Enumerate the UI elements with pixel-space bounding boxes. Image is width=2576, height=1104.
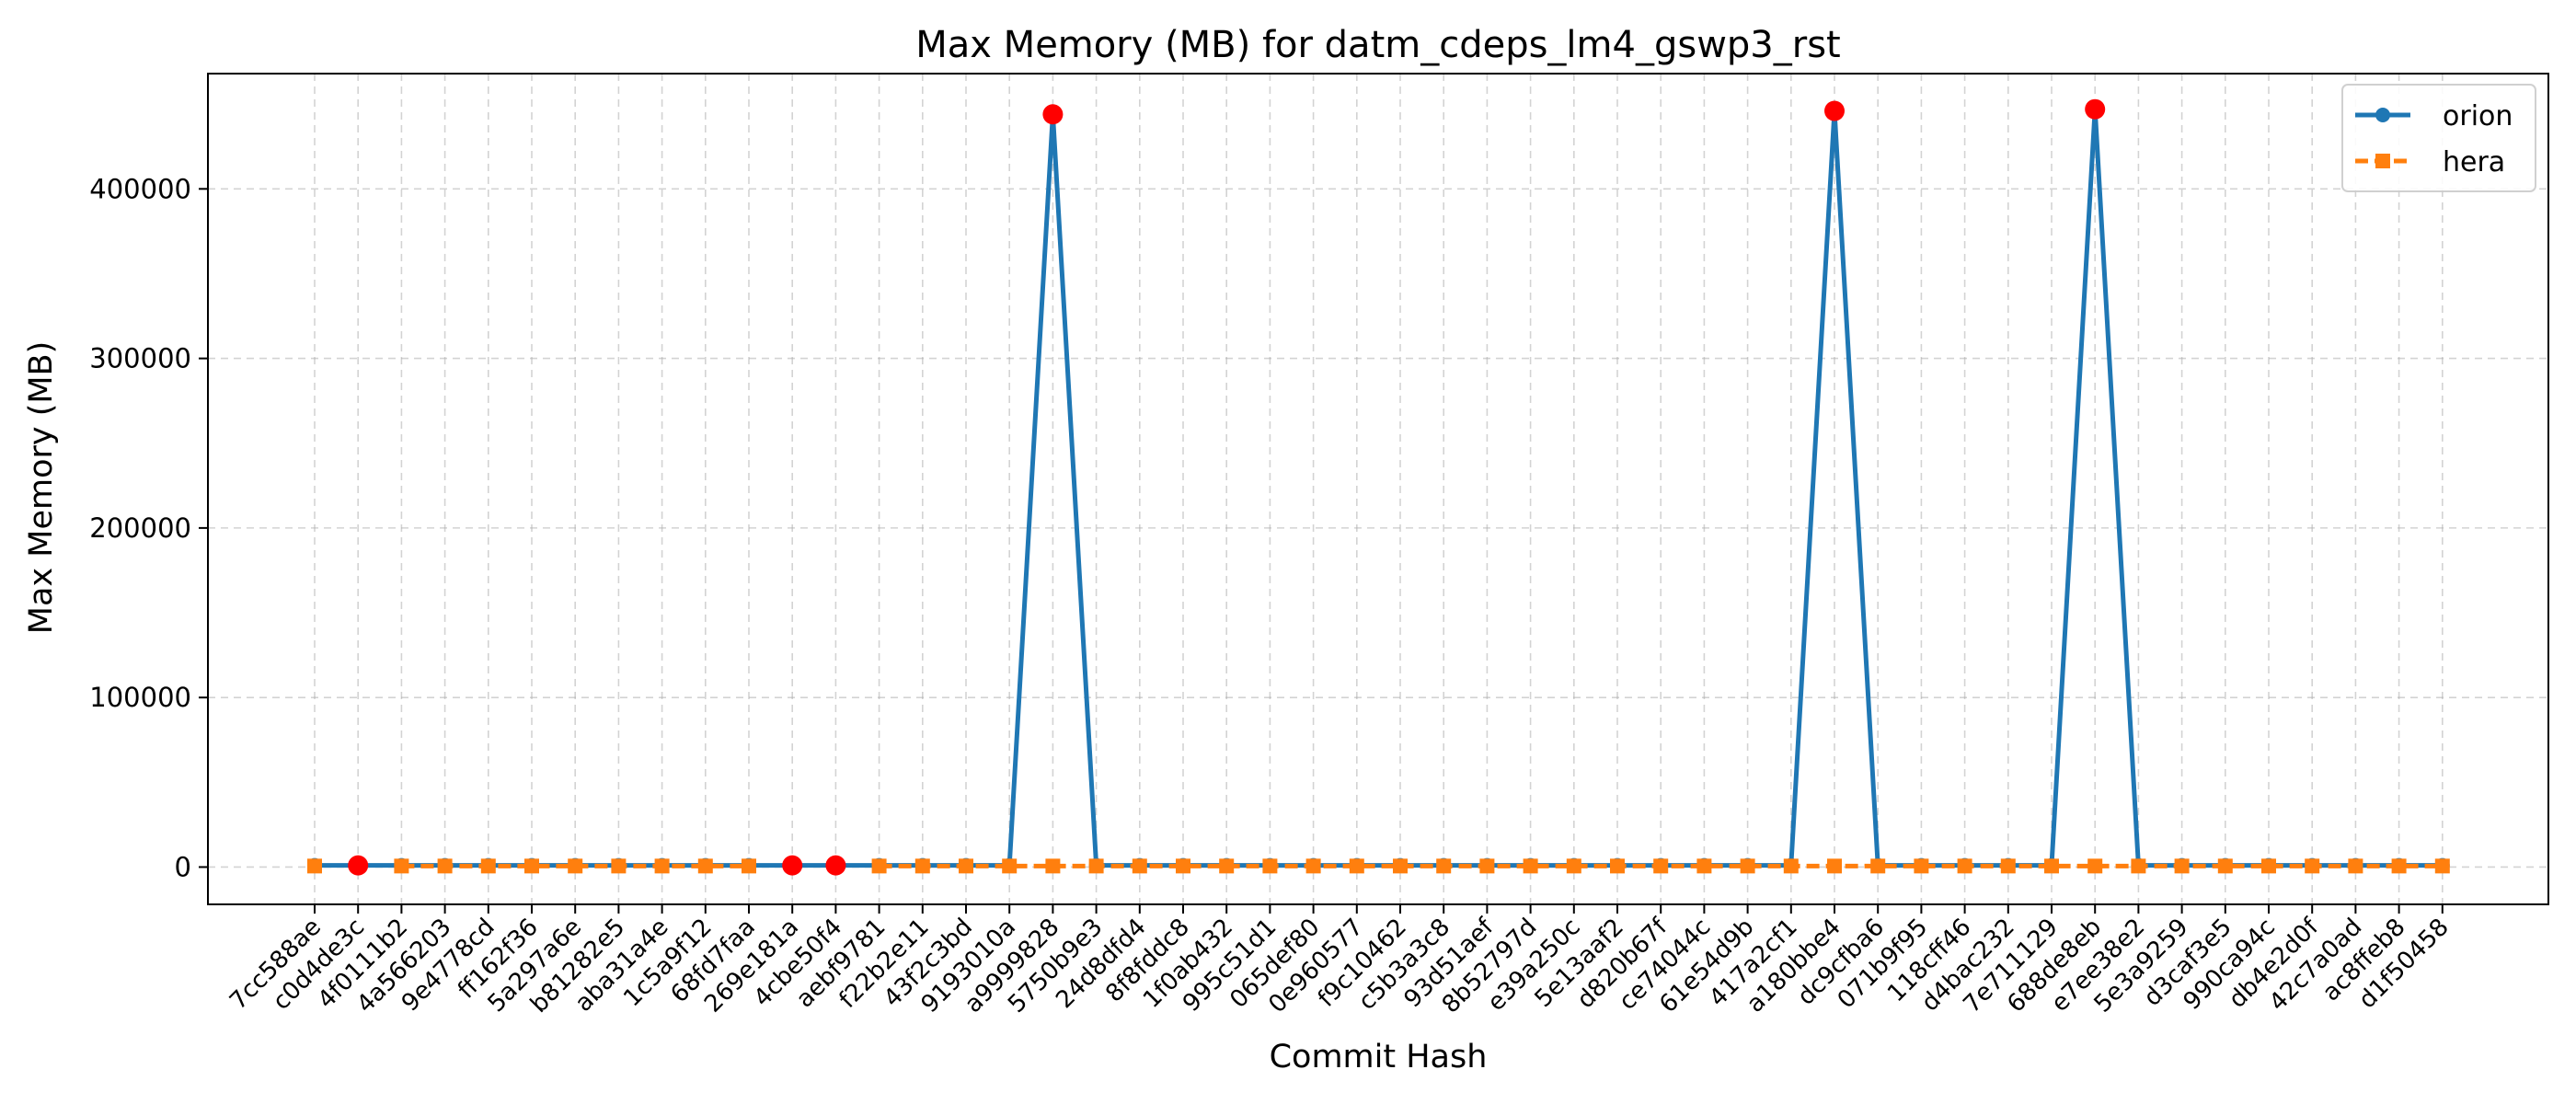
y-axis-label: Max Memory (MB) <box>23 341 60 634</box>
data-point-hera <box>2261 858 2276 874</box>
data-point-hera <box>1653 858 1669 874</box>
data-point-hera <box>480 858 496 874</box>
legend-label-orion: orion <box>2443 100 2513 132</box>
data-point-hera <box>2217 858 2233 874</box>
highlight-point <box>1824 100 1845 121</box>
data-point-hera <box>1479 858 1495 874</box>
data-point-hera <box>1523 858 1538 874</box>
chart-title: Max Memory (MB) for datm_cdeps_lm4_gswp3… <box>915 24 1840 66</box>
data-point-hera <box>871 858 887 874</box>
data-point-hera <box>2391 858 2407 874</box>
data-point-hera <box>1088 858 1104 874</box>
data-point-hera <box>394 858 409 874</box>
data-point-hera <box>2348 858 2363 874</box>
data-point-hera <box>1957 858 1972 874</box>
data-point-hera <box>1696 858 1712 874</box>
legend-label-hera: hera <box>2443 146 2505 178</box>
highlight-point <box>825 855 846 876</box>
series-layer <box>307 101 2450 874</box>
data-point-hera <box>1219 858 1235 874</box>
highlight-point <box>2085 98 2106 120</box>
data-point-hera <box>524 858 539 874</box>
data-point-hera <box>1305 858 1321 874</box>
data-point-hera <box>1045 858 1061 874</box>
y-tick-label: 0 <box>175 851 191 882</box>
x-axis-label: Commit Hash <box>1270 1039 1488 1075</box>
highlight-point <box>1042 104 1064 125</box>
data-point-hera <box>1870 858 1886 874</box>
data-point-hera <box>1393 858 1408 874</box>
data-point-hera <box>1132 858 1147 874</box>
legend-box <box>2341 84 2536 192</box>
y-tick-label: 200000 <box>89 512 191 544</box>
data-point-hera <box>2305 858 2320 874</box>
y-axis: 0 100000 200000 300000 400000 <box>89 173 208 882</box>
data-point-hera <box>2434 858 2450 874</box>
data-point-hera <box>1002 858 1018 874</box>
data-point-hera <box>307 858 322 874</box>
data-point-hera <box>1566 858 1581 874</box>
data-point-hera <box>1262 858 1278 874</box>
highlight-layer <box>348 98 2106 876</box>
legend: orion hera <box>2341 84 2536 192</box>
grid <box>208 74 2548 904</box>
data-point-hera <box>1610 858 1625 874</box>
data-point-hera <box>2000 858 2016 874</box>
data-point-hera <box>568 858 583 874</box>
y-tick-label: 100000 <box>89 682 191 713</box>
data-point-hera <box>2174 858 2190 874</box>
data-point-hera <box>914 858 930 874</box>
y-tick-label: 400000 <box>89 173 191 204</box>
data-point-hera <box>1176 858 1190 874</box>
series-hera <box>307 858 2450 874</box>
data-point-hera <box>697 858 713 874</box>
data-point-hera <box>611 858 627 874</box>
data-point-hera <box>1349 858 1364 874</box>
data-point-hera <box>437 858 453 874</box>
data-point-hera <box>2131 858 2146 874</box>
series-orion <box>307 101 2450 873</box>
highlight-point <box>782 855 803 876</box>
x-axis: 7cc588aec0d4de3c4f0111b24a5662039e4778cd… <box>224 904 2455 1018</box>
data-point-hera <box>742 858 756 874</box>
data-point-hera <box>1740 858 1755 874</box>
series-line-orion <box>315 107 2443 868</box>
data-point-hera <box>959 858 973 874</box>
legend-marker-orion <box>2375 108 2390 122</box>
data-point-hera <box>1436 858 1452 874</box>
data-point-hera <box>1783 858 1799 874</box>
y-tick-label: 300000 <box>89 343 191 374</box>
data-point-hera <box>654 858 670 874</box>
data-point-hera <box>2087 858 2103 874</box>
legend-marker-hera <box>2375 154 2390 168</box>
highlight-point <box>348 855 369 876</box>
data-point-hera <box>2044 858 2059 874</box>
plot-area <box>207 73 2549 905</box>
data-point-hera <box>1914 858 1929 874</box>
data-point-hera <box>1827 858 1842 874</box>
